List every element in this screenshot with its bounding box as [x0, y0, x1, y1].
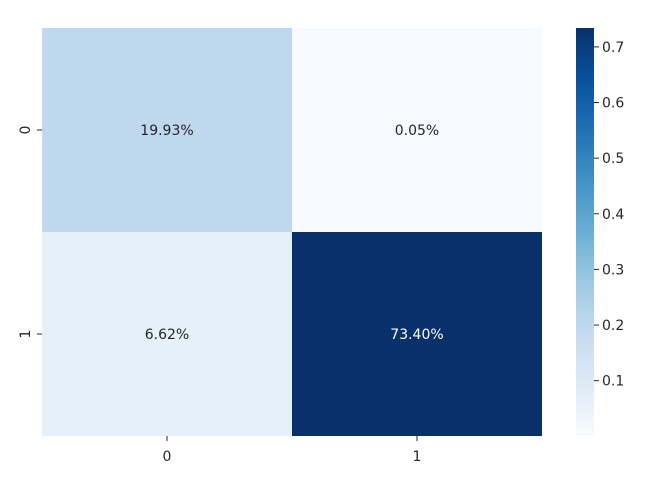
- colorbar: 0.1 0.2 0.3 0.4 0.5 0.6 0.7: [576, 28, 624, 436]
- colorbar-tick-label: 0.2: [602, 318, 624, 334]
- colorbar-tick-label: 0.1: [602, 374, 624, 390]
- colorbar-tick-label: 0.5: [602, 151, 624, 167]
- heatmap-cell-r1-c1: [292, 232, 542, 436]
- heatmap-cell-r1-c0: [42, 232, 292, 436]
- cell-value-label: 19.93%: [140, 123, 193, 139]
- x-tick-label: 1: [413, 449, 422, 465]
- colorbar-tick-label: 0.3: [602, 262, 624, 278]
- y-tick-label: 1: [18, 330, 34, 339]
- colorbar-tick-label: 0.7: [602, 40, 624, 56]
- colorbar-tick-label: 0.6: [602, 96, 624, 112]
- heatmap-cell-r0-c1: [292, 28, 542, 232]
- colorbar-gradient: [576, 28, 594, 436]
- cell-value-label: 0.05%: [395, 123, 439, 139]
- y-tick-label: 0: [18, 126, 34, 135]
- cell-value-label: 6.62%: [145, 327, 189, 343]
- colorbar-tick-label: 0.4: [602, 207, 624, 223]
- heatmap-cells: 19.93% 0.05% 6.62% 73.40%: [42, 28, 542, 436]
- x-tick-label: 0: [163, 449, 172, 465]
- heatmap-axes: 0 1 0 1: [18, 126, 421, 465]
- cell-value-label: 73.40%: [390, 327, 443, 343]
- heatmap-cell-r0-c0: [42, 28, 292, 232]
